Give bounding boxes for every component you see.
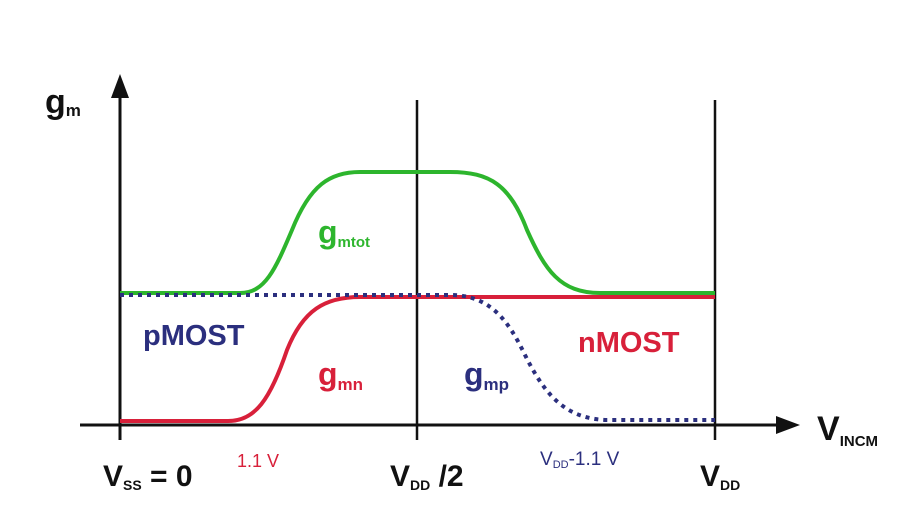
x-axis-label: VINCM xyxy=(817,410,878,450)
gmp-curve xyxy=(120,293,715,422)
pmost-label: pMOST xyxy=(143,320,245,352)
gmp-label: gmp xyxy=(464,356,509,394)
nmost-label: nMOST xyxy=(578,327,680,359)
y-axis-arrowhead xyxy=(111,74,129,98)
gmn-curve xyxy=(120,295,715,423)
v11-tick-label: 1.1 V xyxy=(237,451,279,471)
gmtot-curve xyxy=(120,170,715,295)
vss-tick-label: VSS = 0 xyxy=(103,460,193,493)
vdd-half-tick-label: VDD /2 xyxy=(390,460,464,493)
vdd-tick-label: VDD xyxy=(700,460,740,493)
gmn-label: gmn xyxy=(318,356,363,394)
x-axis-arrowhead xyxy=(776,416,800,434)
y-axis-label: gm xyxy=(45,83,81,121)
gmtot-label: gmtot xyxy=(318,214,370,251)
vdd-minus-tick-label: VDD-1.1 V xyxy=(540,449,620,471)
